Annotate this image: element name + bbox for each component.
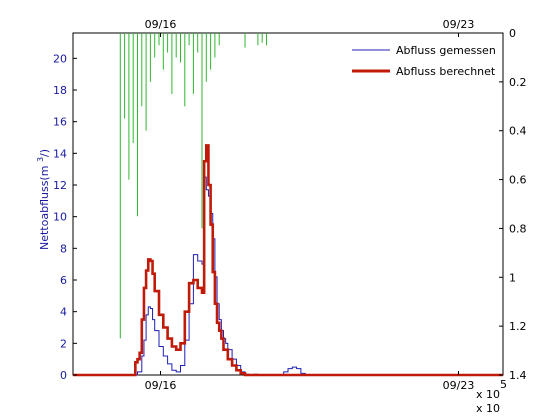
x-top-tick-label-0: 09/16 [145,18,177,31]
x-exponent-power: 5 [500,378,507,391]
y-right-tick-label-2: 0.4 [509,125,527,138]
legend-label-berechnet: Abfluss berechnet [396,65,496,78]
legend-label-gemessen: Abfluss gemessen [396,44,496,57]
precipitation-series [119,33,267,339]
y-left-tick-label-3: 6 [60,274,67,287]
axes: 0 2 4 6 8 10 12 14 16 18 20 0 0.2 0.4 0.6 0.8 1 1.2 1.4 09/… [53,18,527,392]
y-right-tick-label-0: 0 [509,27,516,40]
y-axis-label-end: /) [38,149,51,157]
y-left-tick-label-0: 0 [60,369,67,382]
series-line-berechnet [73,144,503,377]
y-left-tick-label-7: 14 [53,147,67,160]
y-left-tick-label-4: 8 [60,242,67,255]
x-exponent-label-2: x 10 [476,402,500,415]
y-axis-label-superscript: 3 [36,157,45,162]
y-left-tick-label-9: 18 [53,84,67,97]
y-left-tick-label-8: 16 [53,116,67,129]
y-right-tick-label-6: 1.2 [509,320,527,333]
y-right-tick-label-5: 1 [509,271,516,284]
y-right-tick-label-7: 1.4 [509,369,527,382]
x-bottom-tick-label-0: 09/16 [145,379,177,392]
legend: Abfluss gemessen Abfluss berechnet [352,44,496,78]
y-left-tick-label-5: 10 [53,211,67,224]
y-left-tick-label-10: 20 [53,52,67,65]
discharge-series [73,144,503,377]
y-left-tick-label-6: 12 [53,179,67,192]
x-bottom-tick-label-1: 09/23 [443,379,475,392]
y-right-tick-label-4: 0.8 [509,222,527,235]
y-left-tick-label-1: 2 [60,337,67,350]
x-top-tick-label-1: 09/23 [443,18,475,31]
x-exponent-label: x 10 [476,388,500,401]
y-left-tick-label-2: 4 [60,306,67,319]
y-axis-label: Nettoabfluss(m 3/) [36,149,51,250]
y-right-tick-label-1: 0.2 [509,76,527,89]
y-axis-label-main: Nettoabfluss(m [38,162,51,250]
y-right-tick-label-3: 0.6 [509,174,527,187]
